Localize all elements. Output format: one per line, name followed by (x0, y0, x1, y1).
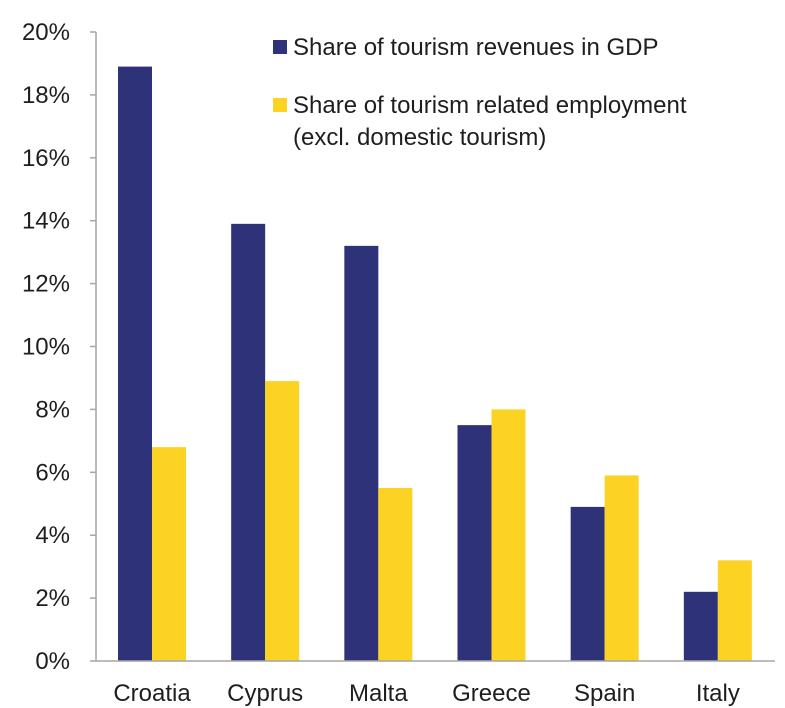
legend-label-employment-line1: Share of tourism related employment (293, 92, 687, 119)
y-tick-label: 16% (22, 145, 70, 172)
bar-series1-italy (683, 591, 718, 661)
bar-series2-croatia (152, 447, 186, 661)
y-tick-label: 2% (35, 585, 70, 612)
y-tick-label: 18% (22, 82, 70, 109)
x-tick-label-croatia: Croatia (113, 680, 191, 707)
x-axis: Croatia Cyprus Malta Greece Spain Italy (96, 660, 775, 707)
y-tick-label: 14% (22, 208, 70, 235)
y-tick-label: 0% (35, 648, 70, 675)
x-tick-label-greece: Greece (452, 680, 531, 707)
bar-series2-cyprus (265, 381, 300, 661)
bar-series2-greece (491, 409, 526, 661)
bars (118, 66, 752, 662)
legend-swatch-employment (273, 98, 287, 112)
x-tick-label-malta: Malta (349, 680, 408, 707)
y-axis: 0% 2% 4% 6% 8% 10% 12% 14% 16% 18% 20% (22, 19, 97, 675)
y-tick-label: 20% (22, 19, 70, 46)
legend-label-revenues: Share of tourism revenues in GDP (293, 34, 659, 61)
y-tick-label: 10% (22, 334, 70, 361)
y-tick-label: 4% (35, 522, 70, 549)
legend-label-employment-line2: (excl. domestic tourism) (293, 124, 546, 151)
bar-series2-malta (378, 488, 413, 661)
legend: Share of tourism revenues in GDP Share of… (273, 34, 687, 151)
y-tick-label: 12% (22, 271, 70, 298)
legend-swatch-revenues (273, 40, 287, 54)
x-tick-label-cyprus: Cyprus (227, 680, 303, 707)
bar-series1-cyprus (231, 223, 266, 661)
bar-series1-croatia (118, 66, 152, 662)
bar-series1-greece (457, 425, 492, 661)
bar-series2-italy (717, 560, 752, 661)
y-tick-label: 8% (35, 396, 70, 423)
x-tick-label-italy: Italy (696, 680, 740, 707)
bar-series1-malta (344, 245, 379, 662)
bar-series1-spain (570, 506, 605, 661)
y-tick-label: 6% (35, 459, 70, 486)
bar-series2-spain (604, 475, 639, 661)
x-tick-label-spain: Spain (574, 680, 635, 707)
